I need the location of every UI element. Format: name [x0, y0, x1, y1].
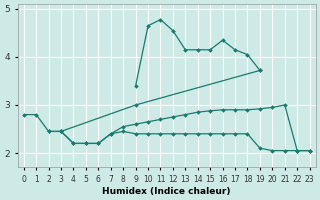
- X-axis label: Humidex (Indice chaleur): Humidex (Indice chaleur): [102, 187, 231, 196]
